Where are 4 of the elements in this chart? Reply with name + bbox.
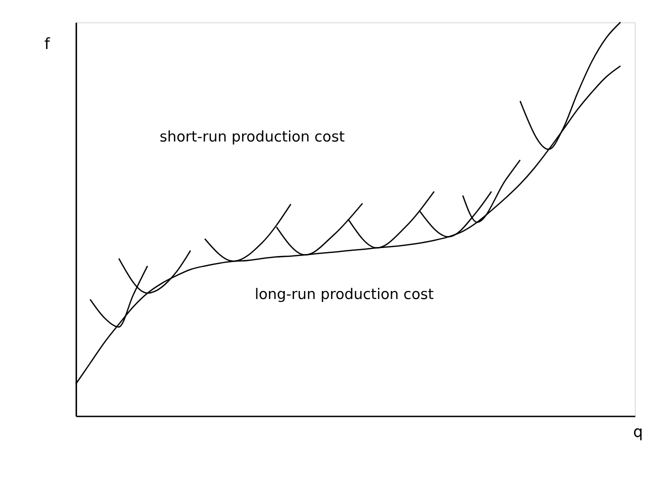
annotation: short-run production cost	[160, 128, 345, 146]
x-axis-title: q	[633, 422, 644, 441]
annotation: long-run production cost	[254, 286, 434, 303]
y-axis-title: f	[44, 34, 50, 53]
